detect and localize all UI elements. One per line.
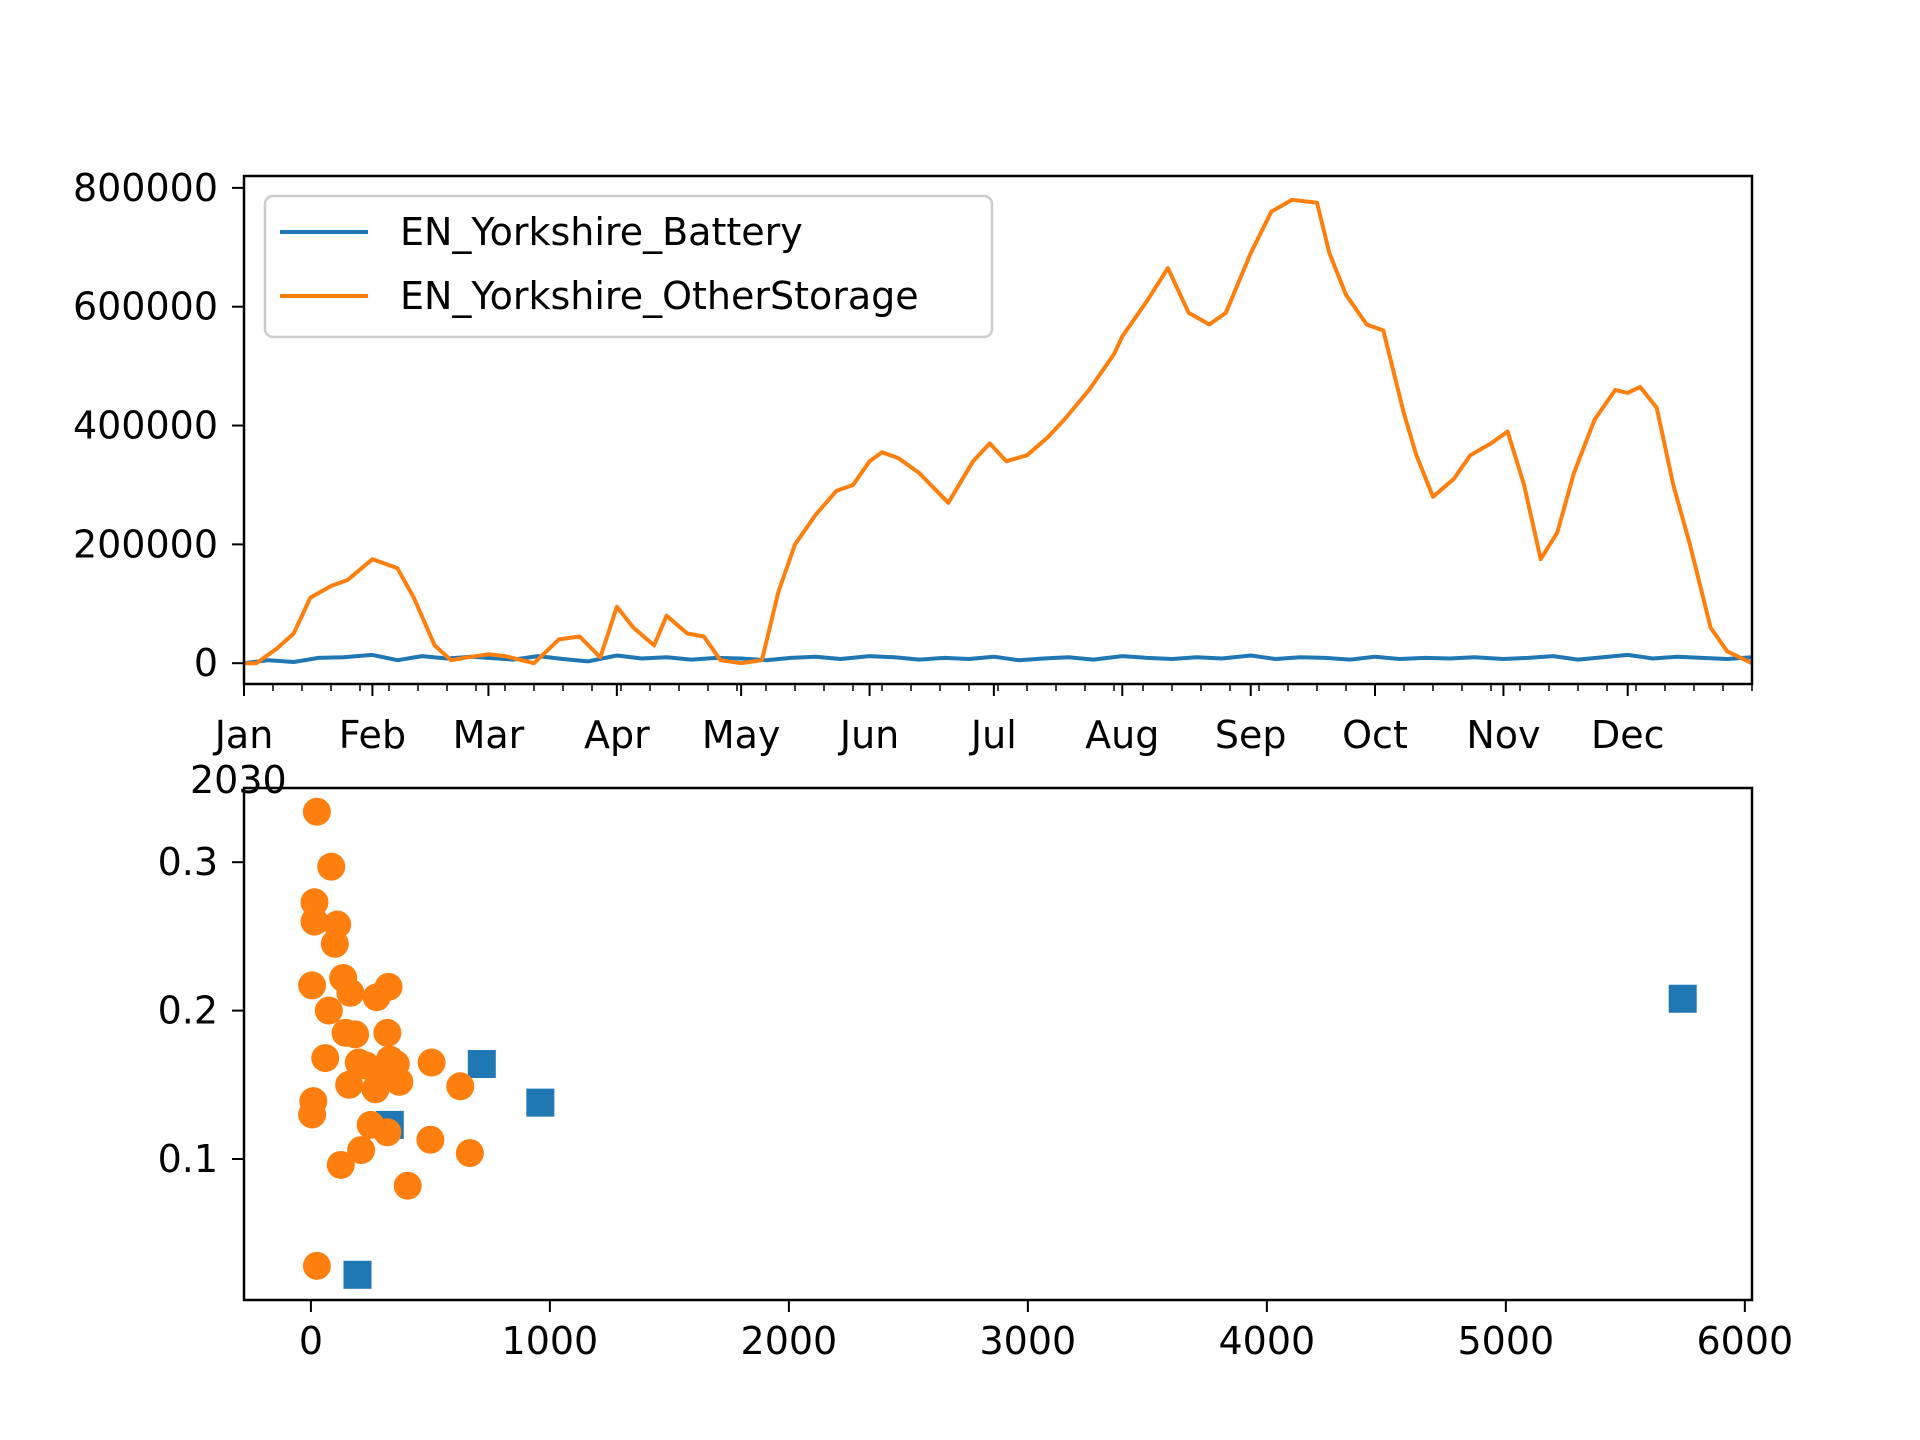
x-offset-label: 2030	[190, 758, 287, 802]
scatter-point-circle	[455, 1139, 484, 1168]
scatter-point-circle	[336, 978, 365, 1007]
x-tick-label: 1000	[502, 1319, 599, 1363]
scatter-point-square	[343, 1260, 372, 1289]
timeseries-plot-area	[244, 197, 1752, 666]
scatter-point-circle	[298, 971, 327, 1000]
x-tick-label: 0	[299, 1319, 323, 1363]
scatter-point-circle	[298, 1100, 327, 1129]
scatter-point-circle	[416, 1125, 445, 1154]
y-tick-label: 600000	[73, 285, 218, 329]
scatter-point-circle	[446, 1072, 475, 1101]
legend-label-battery: EN_Yorkshire_Battery	[400, 210, 803, 254]
scatter-point-circle	[320, 929, 349, 958]
scatter-point-square	[526, 1088, 555, 1117]
scatter-axes-frame	[242, 786, 1754, 1302]
x-tick-label: Jan	[213, 713, 274, 757]
x-tick-label: 3000	[980, 1319, 1077, 1363]
legend: EN_Yorkshire_Battery EN_Yorkshire_OtherS…	[263, 194, 994, 339]
scatter-point-square	[1668, 984, 1697, 1013]
x-tick-label: May	[702, 713, 781, 757]
y-tick-label: 0.3	[158, 840, 218, 884]
series-line-battery	[244, 652, 1752, 666]
y-tick-label: 0	[194, 641, 218, 685]
scatter-point-circle	[326, 1150, 355, 1179]
scatter-point-circle	[373, 1118, 402, 1147]
scatter-axes: 0 1000 2000 3000 4000 5000 6000 0.1 0.2 0.3	[158, 786, 1794, 1363]
x-tick-label: Jul	[969, 713, 1017, 757]
x-tick-label: 6000	[1696, 1319, 1793, 1363]
scatter-point-circle	[417, 1048, 446, 1077]
x-tick-label: 2000	[741, 1319, 838, 1363]
scatter-ticks: 0 1000 2000 3000 4000 5000 6000 0.1 0.2 0.3	[158, 840, 1794, 1363]
y-tick-label: 0.2	[158, 989, 218, 1033]
x-tick-label: Nov	[1466, 713, 1540, 757]
scatter-point-circle	[302, 797, 331, 826]
scatter-point-circle	[317, 852, 346, 881]
scatter-point-circle	[347, 1136, 376, 1165]
x-tick-label: 5000	[1457, 1319, 1554, 1363]
scatter-point-circle	[362, 983, 391, 1012]
x-tick-label: Aug	[1085, 713, 1159, 757]
scatter-point-circle	[302, 1251, 331, 1280]
legend-box	[263, 194, 994, 339]
scatter-point-circle	[341, 1020, 370, 1049]
x-tick-label: Oct	[1342, 713, 1408, 757]
scatter-point-circle	[300, 907, 329, 936]
x-tick-label: Dec	[1591, 713, 1665, 757]
x-tick-label: Sep	[1215, 713, 1287, 757]
scatter-point-circle	[311, 1044, 340, 1073]
scatter-point-square	[467, 1050, 496, 1079]
y-tick-label: 200000	[73, 522, 218, 566]
scatter-point-circle	[314, 996, 343, 1025]
legend-label-other-storage: EN_Yorkshire_OtherStorage	[400, 274, 919, 318]
scatter-point-circle	[300, 888, 329, 917]
y-tick-label: 0.1	[158, 1137, 218, 1181]
scatter-plot-area	[298, 797, 1697, 1289]
scatter-point-circle	[373, 1018, 402, 1047]
scatter-point-circle	[393, 1171, 422, 1200]
timeseries-axes: Jan Feb Mar Apr May Jun Jul Aug Sep Oct Nov Dec 0 200…	[73, 166, 1754, 802]
y-tick-label: 800000	[73, 166, 218, 210]
x-tick-label: Jun	[838, 713, 899, 757]
scatter-point-circle	[335, 1070, 364, 1099]
series-line-other-storage	[244, 197, 1752, 666]
x-tick-label: Feb	[339, 713, 406, 757]
x-tick-label: Mar	[453, 713, 525, 757]
x-tick-label: 4000	[1218, 1319, 1315, 1363]
timeseries-ticks: Jan Feb Mar Apr May Jun Jul Aug Sep Oct Nov Dec 0 200…	[73, 166, 1753, 757]
y-tick-label: 400000	[73, 404, 218, 448]
scatter-point-circle	[385, 1067, 414, 1096]
x-tick-label: Apr	[584, 713, 650, 757]
